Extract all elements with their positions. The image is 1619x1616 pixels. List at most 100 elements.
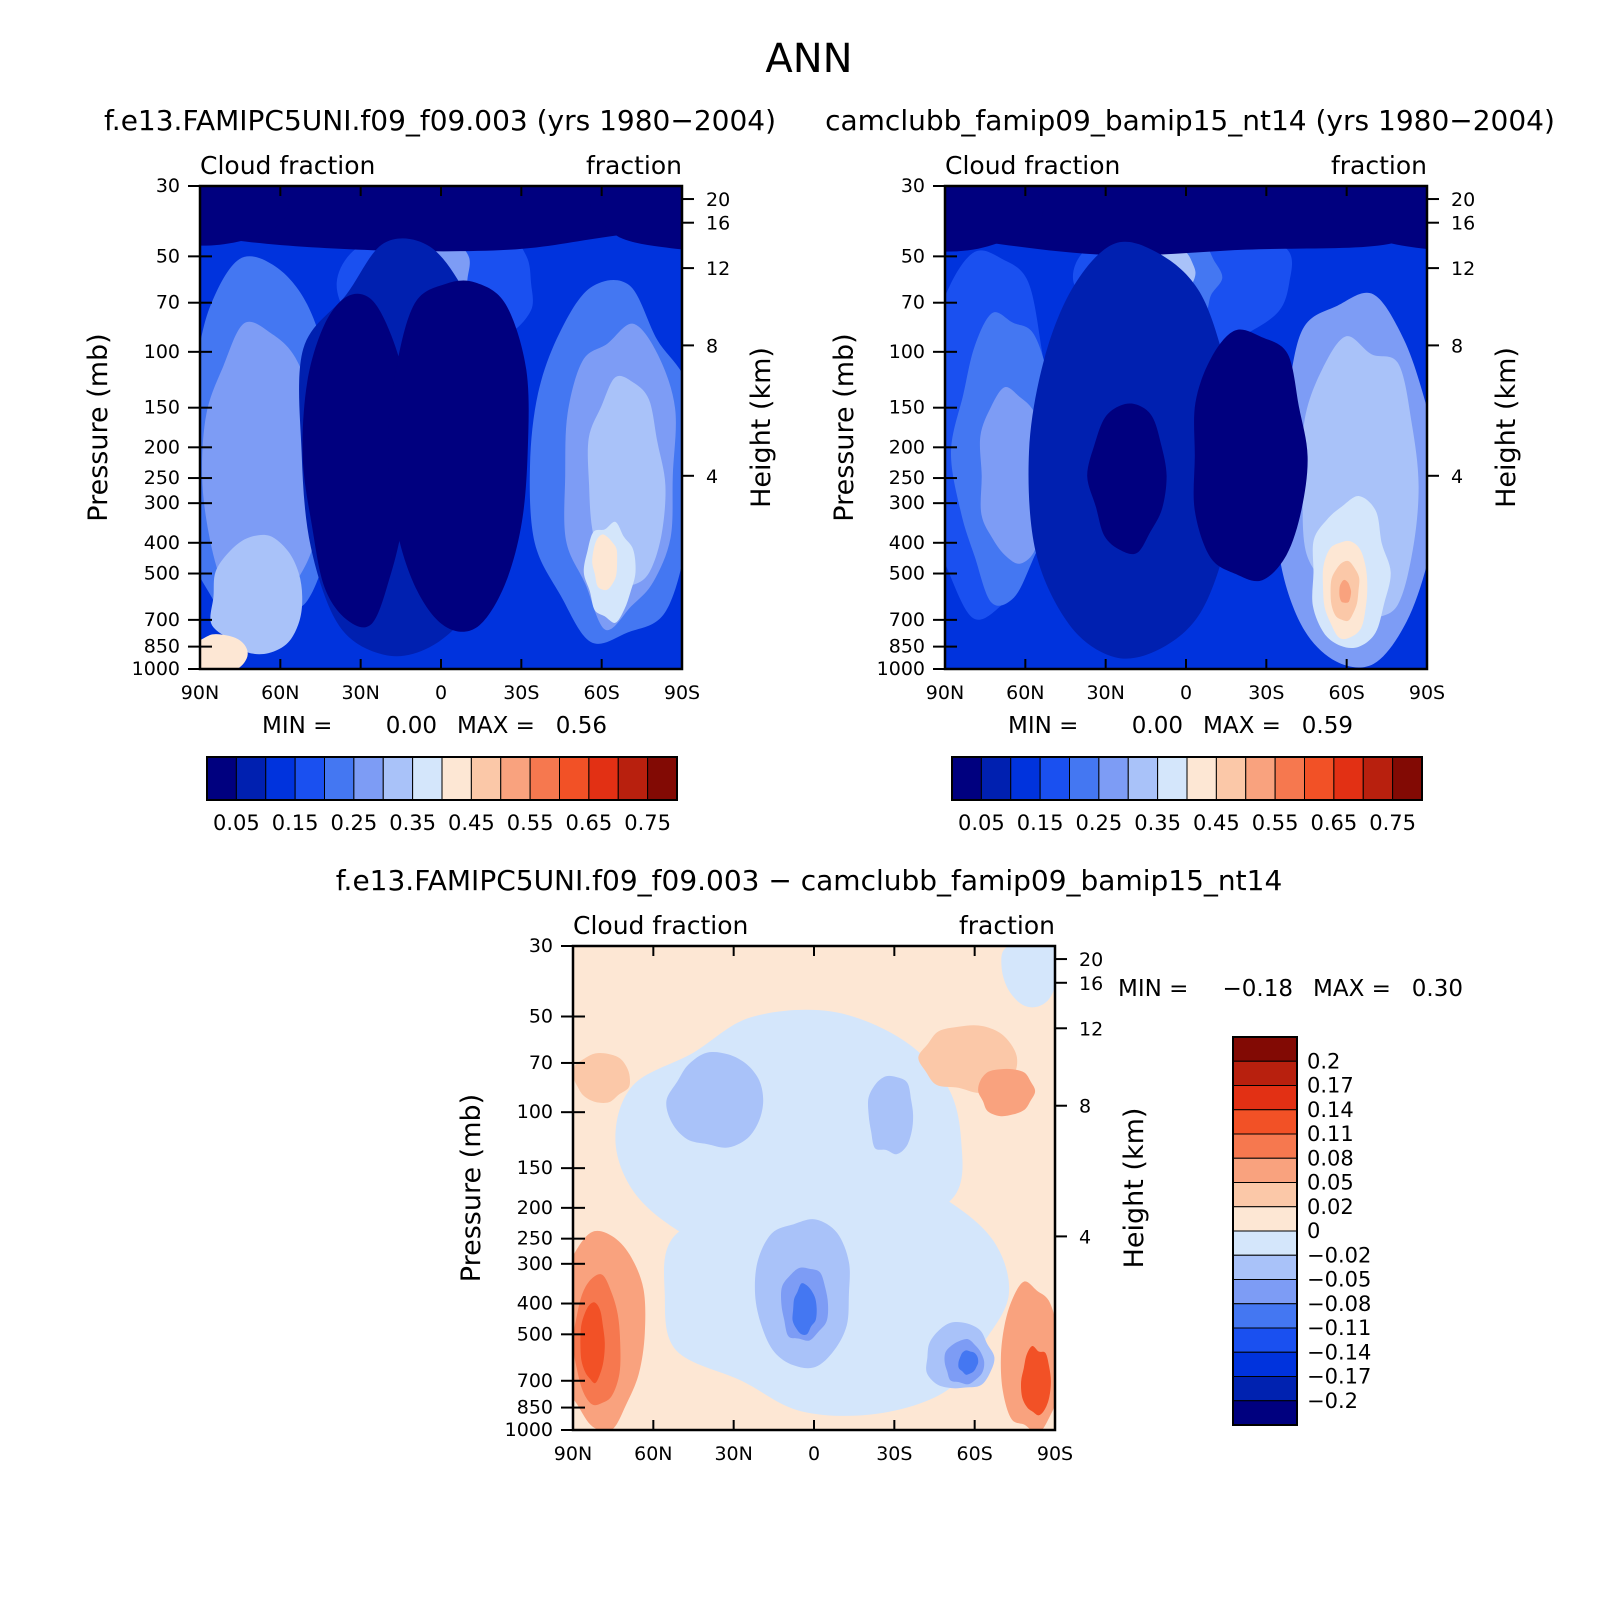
y-tick-label: 150 bbox=[517, 1157, 553, 1179]
height-tick-label: 20 bbox=[1079, 949, 1103, 971]
y-tick-label: 700 bbox=[144, 609, 180, 631]
colorbar-box bbox=[1245, 756, 1276, 801]
colorbar-box bbox=[1069, 756, 1100, 801]
colorbar-label: 0.55 bbox=[1252, 811, 1299, 835]
colorbar-box bbox=[382, 756, 414, 801]
height-tick-label: 20 bbox=[1451, 189, 1475, 211]
contour-fill-9 bbox=[1339, 579, 1352, 603]
x-tick-label: 30S bbox=[503, 682, 539, 704]
colorbar-label: 0.55 bbox=[507, 811, 554, 835]
x-tick-label: 90N bbox=[181, 682, 219, 704]
colorbar-box bbox=[294, 756, 325, 801]
y-tick-label: 300 bbox=[889, 492, 925, 514]
colorbar-label: 0.75 bbox=[624, 811, 671, 835]
colorbar-box bbox=[1232, 1182, 1298, 1208]
height-tick-label: 12 bbox=[706, 258, 730, 280]
panel-difference: f.e13.FAMIPC5UNI.f09_f09.003 − camclubb_… bbox=[336, 864, 1463, 1465]
x-tick-label: 30N bbox=[341, 682, 379, 704]
y2-axis-title: Height (km) bbox=[1119, 1108, 1150, 1269]
y-tick-label: 1000 bbox=[505, 1419, 553, 1441]
colorbar-label: 0.08 bbox=[1307, 1146, 1354, 1170]
max-value: 0.59 bbox=[1302, 713, 1353, 739]
x-tick-label: 60S bbox=[957, 1443, 993, 1465]
contour-fill-9 bbox=[958, 1350, 979, 1375]
colorbar-label: 0.65 bbox=[1310, 811, 1357, 835]
contour-fill-4 bbox=[200, 634, 248, 669]
y-tick-label: 850 bbox=[517, 1397, 553, 1419]
colorbar-box bbox=[1333, 756, 1364, 801]
min-label: MIN = bbox=[1118, 976, 1188, 1002]
y-tick-label: 200 bbox=[889, 436, 925, 458]
colorbar-box bbox=[1215, 756, 1247, 801]
contour-fill-14 bbox=[200, 186, 682, 252]
height-tick-label: 16 bbox=[706, 213, 730, 235]
colorbar-label: 0.25 bbox=[1075, 811, 1122, 835]
contour-fill-15 bbox=[1328, 186, 1427, 249]
colorbar-label: 0.35 bbox=[389, 811, 436, 835]
x-tick-label: 60N bbox=[634, 1443, 672, 1465]
colorbar-label: −0.11 bbox=[1307, 1316, 1371, 1340]
colorbar-label: 0.15 bbox=[272, 811, 319, 835]
y-tick-label: 250 bbox=[517, 1228, 553, 1250]
contour-fill-14 bbox=[1020, 1345, 1051, 1416]
y-tick-label: 400 bbox=[517, 1293, 553, 1315]
x-tick-label: 60S bbox=[584, 682, 620, 704]
height-tick-label: 4 bbox=[706, 466, 718, 488]
y-tick-label: 700 bbox=[889, 609, 925, 631]
colorbar-box bbox=[1232, 1157, 1298, 1183]
height-tick-label: 16 bbox=[1451, 213, 1475, 235]
colorbar-label: 0.65 bbox=[565, 811, 612, 835]
contour-fill-3 bbox=[666, 1051, 764, 1148]
colorbar-box bbox=[1039, 756, 1070, 801]
colorbar-box bbox=[1304, 756, 1335, 801]
colorbar-box bbox=[529, 756, 560, 801]
colorbar-box bbox=[1392, 756, 1423, 801]
x-tick-label: 90N bbox=[926, 682, 964, 704]
y-tick-label: 30 bbox=[901, 175, 925, 197]
colorbar-box bbox=[1098, 756, 1129, 801]
x-tick-label: 0 bbox=[1180, 682, 1192, 704]
y2-axis-title: Height (km) bbox=[746, 347, 777, 508]
min-value: 0.00 bbox=[1132, 713, 1183, 739]
y-tick-label: 50 bbox=[901, 245, 925, 267]
y-tick-label: 850 bbox=[144, 636, 180, 658]
x-tick-label: 90S bbox=[1037, 1443, 1073, 1465]
colorbar-label: 0.15 bbox=[1017, 811, 1064, 835]
y-tick-label: 200 bbox=[144, 436, 180, 458]
colorbar-box bbox=[1232, 1351, 1298, 1377]
colorbar-box bbox=[412, 756, 443, 801]
left-label: Cloud fraction bbox=[573, 911, 748, 940]
x-tick-label: 60N bbox=[261, 682, 299, 704]
colorbar-label: 0.45 bbox=[1193, 811, 1240, 835]
x-tick-label: 90N bbox=[554, 1443, 592, 1465]
colorbar-label: 0.05 bbox=[958, 811, 1005, 835]
colorbar-label: −0.14 bbox=[1307, 1340, 1371, 1364]
y-tick-label: 700 bbox=[517, 1370, 553, 1392]
panel-model-a: f.e13.FAMIPC5UNI.f09_f09.003 (yrs 1980−2… bbox=[83, 104, 777, 835]
colorbar-box bbox=[1232, 1254, 1298, 1280]
colorbar-label: 0.11 bbox=[1307, 1122, 1354, 1146]
colorbar-frame bbox=[951, 756, 1423, 801]
y-axis-title: Pressure (mb) bbox=[83, 333, 114, 521]
colorbar-box bbox=[1232, 1376, 1298, 1402]
y-tick-label: 500 bbox=[889, 563, 925, 585]
y-axis-title: Pressure (mb) bbox=[456, 1094, 487, 1282]
colorbar-box bbox=[1274, 756, 1305, 801]
y-tick-label: 850 bbox=[889, 636, 925, 658]
height-tick-label: 8 bbox=[1451, 335, 1463, 357]
y-tick-label: 500 bbox=[144, 563, 180, 585]
colorbar-box bbox=[353, 756, 384, 801]
y-tick-label: 400 bbox=[144, 532, 180, 554]
y-tick-label: 250 bbox=[889, 467, 925, 489]
height-tick-label: 16 bbox=[1079, 973, 1103, 995]
colorbar-box bbox=[1232, 1206, 1298, 1232]
left-label: Cloud fraction bbox=[200, 151, 375, 180]
colorbar-label: 0.45 bbox=[448, 811, 495, 835]
colorbar-box bbox=[1186, 756, 1217, 801]
x-tick-label: 0 bbox=[808, 1443, 820, 1465]
colorbar-label: 0.2 bbox=[1307, 1049, 1340, 1073]
colorbar-label: −0.2 bbox=[1307, 1389, 1358, 1413]
colorbar-box bbox=[1232, 1279, 1298, 1305]
colorbar-box bbox=[235, 756, 267, 801]
